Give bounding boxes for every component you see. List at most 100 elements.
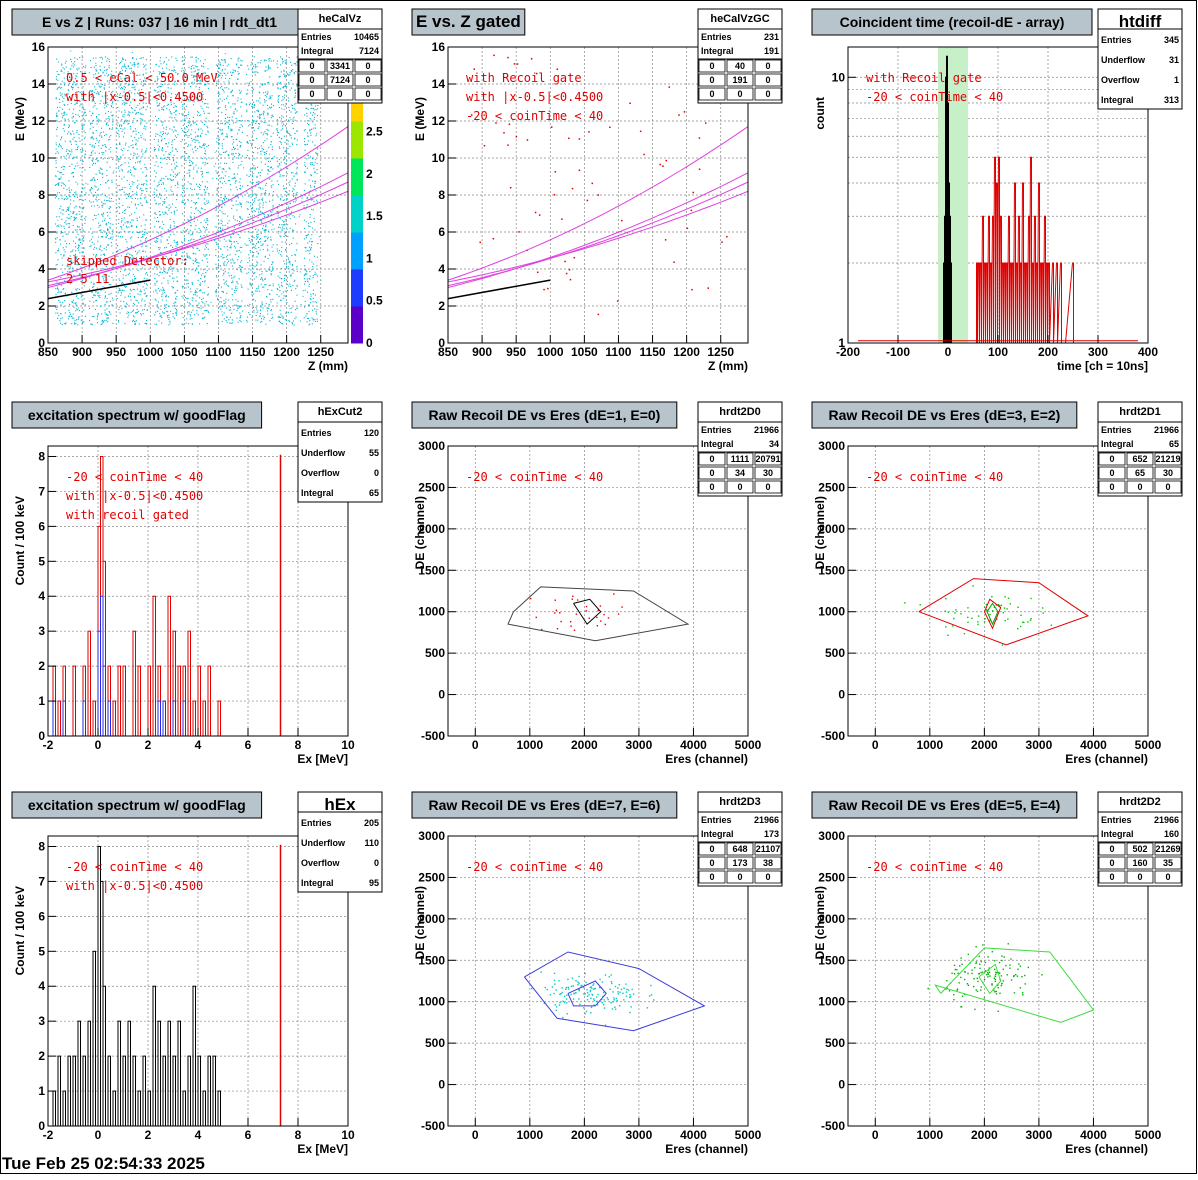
data-point bbox=[145, 246, 146, 247]
data-point bbox=[63, 98, 64, 99]
data-point bbox=[193, 117, 194, 118]
data-point bbox=[273, 244, 274, 245]
data-point bbox=[93, 177, 94, 178]
data-point bbox=[56, 113, 57, 114]
data-point bbox=[118, 320, 119, 321]
data-point bbox=[254, 210, 255, 211]
data-point bbox=[97, 293, 98, 294]
data-point bbox=[291, 243, 292, 244]
data-point bbox=[211, 158, 212, 159]
data-point bbox=[231, 323, 232, 324]
data-point bbox=[79, 245, 80, 246]
data-point bbox=[123, 290, 124, 291]
data-point bbox=[233, 123, 234, 124]
data-point bbox=[284, 97, 285, 98]
data-point bbox=[242, 155, 243, 156]
data-point bbox=[104, 104, 105, 105]
data-point bbox=[187, 280, 188, 281]
data-point bbox=[164, 199, 165, 200]
data-point bbox=[248, 231, 249, 232]
data-point bbox=[184, 151, 185, 152]
data-point bbox=[206, 107, 207, 108]
data-point bbox=[80, 219, 81, 220]
data-point bbox=[297, 167, 298, 168]
data-point bbox=[292, 144, 293, 145]
data-point bbox=[162, 228, 163, 229]
data-point bbox=[99, 153, 100, 154]
data-point bbox=[242, 267, 243, 268]
data-point bbox=[300, 271, 301, 272]
data-point bbox=[107, 158, 108, 159]
data-point bbox=[314, 181, 315, 182]
data-point bbox=[174, 139, 175, 140]
data-point bbox=[287, 204, 288, 205]
data-point bbox=[106, 234, 107, 235]
data-point bbox=[312, 158, 313, 159]
data-point bbox=[70, 141, 71, 142]
data-point bbox=[161, 242, 162, 243]
data-point bbox=[222, 183, 223, 184]
data-point bbox=[226, 198, 227, 199]
data-point bbox=[236, 269, 237, 270]
data-point bbox=[247, 155, 248, 156]
data-point bbox=[207, 224, 208, 225]
data-point bbox=[77, 288, 78, 289]
data-point bbox=[144, 300, 145, 301]
data-point bbox=[132, 232, 133, 233]
data-point bbox=[220, 227, 221, 228]
data-point bbox=[192, 140, 193, 141]
data-point bbox=[109, 65, 110, 66]
data-point bbox=[167, 146, 168, 147]
data-point bbox=[159, 247, 160, 248]
data-point bbox=[106, 123, 107, 124]
data-point bbox=[217, 193, 218, 194]
data-point bbox=[222, 145, 223, 146]
data-point bbox=[279, 287, 280, 288]
data-point bbox=[233, 205, 234, 206]
data-point bbox=[99, 140, 100, 141]
data-point bbox=[158, 182, 159, 183]
data-point bbox=[137, 294, 138, 295]
data-point bbox=[218, 260, 219, 261]
data-point bbox=[184, 238, 185, 239]
data-point bbox=[282, 58, 283, 59]
data-point bbox=[90, 180, 91, 181]
data-point bbox=[202, 145, 203, 146]
data-point bbox=[57, 288, 58, 289]
data-point bbox=[133, 303, 134, 304]
data-point bbox=[79, 238, 80, 239]
data-point bbox=[145, 251, 146, 252]
data-point bbox=[76, 295, 77, 296]
data-point bbox=[56, 148, 57, 149]
data-point bbox=[141, 237, 142, 238]
data-point bbox=[311, 244, 312, 245]
y-tick-label: 14 bbox=[32, 77, 46, 91]
data-point bbox=[262, 228, 263, 229]
data-point bbox=[226, 183, 227, 184]
data-point bbox=[260, 62, 261, 63]
data-point bbox=[215, 255, 216, 256]
data-point bbox=[118, 134, 119, 135]
data-point bbox=[158, 86, 159, 87]
data-point bbox=[161, 294, 162, 295]
data-point bbox=[290, 62, 291, 63]
data-point bbox=[190, 314, 191, 315]
data-point bbox=[62, 209, 63, 210]
data-point bbox=[64, 251, 65, 252]
data-point bbox=[286, 229, 287, 230]
data-point bbox=[74, 61, 75, 62]
data-point bbox=[267, 93, 268, 94]
data-point bbox=[189, 175, 190, 176]
data-point bbox=[242, 60, 243, 61]
data-point bbox=[67, 207, 68, 208]
data-point bbox=[285, 232, 286, 233]
data-point bbox=[145, 238, 146, 239]
data-point bbox=[74, 324, 75, 325]
data-point bbox=[269, 201, 270, 202]
data-point bbox=[283, 104, 284, 105]
data-point bbox=[133, 166, 134, 167]
data-point bbox=[281, 104, 282, 105]
data-point bbox=[292, 179, 293, 180]
data-point bbox=[278, 184, 279, 185]
